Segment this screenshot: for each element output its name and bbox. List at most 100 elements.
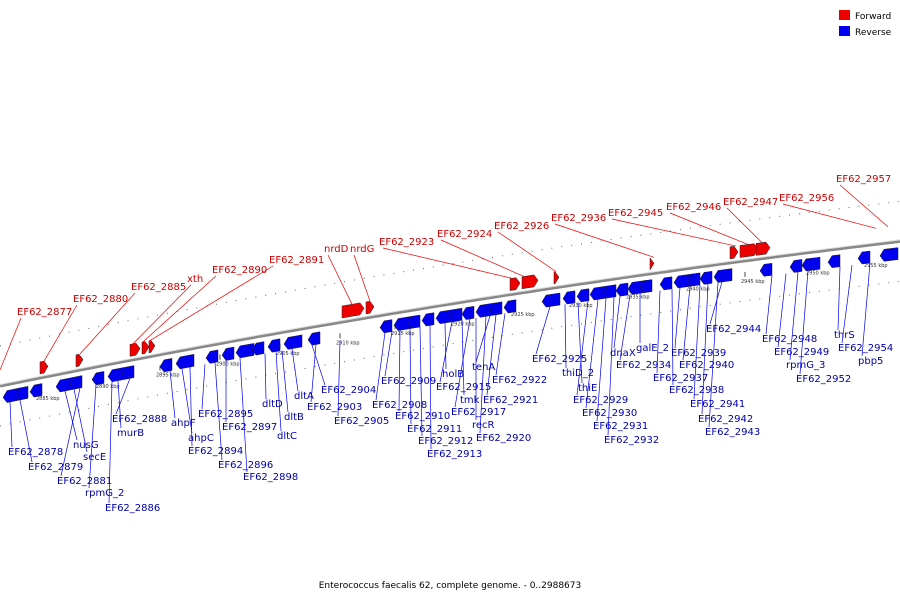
gene-arrow-reverse — [615, 282, 629, 297]
leader-line — [585, 299, 599, 409]
gene-label: EF62_2888 — [112, 414, 167, 425]
gene-label: EF62_2930 — [582, 408, 637, 419]
gene-arrow-forward — [39, 360, 49, 375]
leader-line — [479, 316, 487, 434]
gene-label: EF62_2941 — [690, 399, 745, 410]
gene-label: EF62_2934 — [616, 360, 671, 371]
leader-line — [115, 378, 131, 415]
leader-line — [311, 345, 326, 386]
gene-arrow-reverse — [69, 375, 83, 390]
leader-line — [9, 401, 13, 448]
leader-line — [382, 247, 513, 279]
gene-arrow-reverse — [713, 268, 733, 283]
leader-line — [181, 368, 193, 434]
legend-label-forward: Forward — [855, 12, 891, 22]
gene-label: EF62_2903 — [307, 402, 362, 413]
leader-line — [19, 399, 33, 463]
gene-arrow-reverse — [283, 334, 303, 350]
leader-line — [576, 300, 589, 396]
gene-label: thiE — [578, 383, 597, 394]
leader-line — [0, 317, 22, 371]
gene-label: dnaX — [610, 348, 636, 359]
gene-label: dltC — [277, 431, 297, 442]
leader-line — [554, 223, 655, 258]
forward-track — [0, 200, 900, 347]
caption: Enterococcus faecalis 62, complete genom… — [319, 581, 582, 591]
gene-label: EF62_2925 — [532, 354, 587, 365]
legend-swatch-forward — [839, 10, 850, 20]
leader-line — [149, 265, 274, 341]
gene-label: EF62_2940 — [679, 360, 734, 371]
gene-label: EF62_2911 — [407, 424, 462, 435]
gene-arrow-reverse — [421, 312, 435, 327]
gene-label: EF62_2905 — [334, 416, 389, 427]
backbone — [0, 200, 900, 427]
gene-label: EF62_2932 — [604, 435, 659, 446]
tick-label: 2925 kbp — [511, 312, 535, 318]
gene-label: ahpC — [188, 433, 214, 444]
leader-line — [201, 364, 206, 410]
gene-label: EF62_2904 — [321, 385, 376, 396]
gene-label: EF62_2938 — [669, 385, 724, 396]
leader-line — [682, 286, 691, 361]
gene-arrow-reverse — [759, 263, 773, 277]
legend: Forward Reverse — [839, 10, 892, 38]
gene-arrow-reverse — [307, 331, 321, 346]
tick-label: 2895 kbp — [156, 373, 180, 379]
leader-line — [214, 362, 223, 461]
gene-label: EF62_2936 — [551, 213, 606, 224]
gene-label: nrdG — [350, 244, 374, 255]
leader-line — [726, 207, 763, 243]
leader-line — [475, 315, 491, 363]
leader-line — [327, 254, 353, 305]
gene-label: EF62_2954 — [838, 343, 893, 354]
leader-line — [384, 331, 393, 377]
gene-label: EF62_2880 — [73, 294, 128, 305]
gene-label: xth — [187, 274, 203, 285]
leader-line — [454, 318, 471, 408]
leader-line — [60, 387, 81, 477]
tick-label: 2945 kbp — [741, 279, 765, 285]
genes — [2, 241, 899, 403]
tick-label: 2930 kbp — [569, 303, 593, 309]
gene-arrow-reverse — [857, 250, 871, 265]
gene-arrow-reverse — [251, 341, 265, 356]
leader-line — [275, 351, 282, 432]
leader-line — [839, 184, 889, 228]
gene-label: EF62_2898 — [243, 472, 298, 483]
gene-label: EF62_2922 — [492, 375, 547, 386]
gene-arrow-reverse — [159, 358, 173, 373]
gene-label: EF62_2878 — [8, 447, 63, 458]
gene-arrow-reverse — [687, 272, 701, 287]
gene-label: EF62_2939 — [671, 348, 726, 359]
leader-line — [611, 218, 737, 247]
gene-label: EF62_2944 — [706, 324, 761, 335]
gene-label: pbp5 — [858, 356, 883, 367]
gene-arrow-reverse — [221, 346, 235, 361]
leader-line — [439, 321, 453, 383]
leader-line — [429, 325, 432, 450]
gene-arrow-forward — [341, 302, 365, 319]
gene-label: EF62_2921 — [483, 395, 538, 406]
tick-label: 2935 kbp — [626, 295, 650, 301]
gene-label: EF62_2909 — [381, 376, 436, 387]
gene-label: EF62_2894 — [188, 446, 243, 457]
gene-label: EF62_2877 — [17, 307, 72, 318]
gene-label: EF62_2943 — [705, 427, 760, 438]
leader-line — [619, 294, 631, 361]
leader-line — [671, 288, 674, 386]
gene-arrow-forward — [509, 277, 521, 291]
gene-arrow-reverse — [489, 301, 503, 316]
gene-label: EF62_2926 — [494, 221, 549, 232]
leader-line — [782, 203, 877, 229]
gene-label: EF62_2896 — [218, 460, 273, 471]
gene-label: murB — [117, 428, 144, 439]
leader-line — [142, 275, 217, 343]
leader-line — [264, 353, 267, 400]
tick-label: 2955 kbp — [864, 263, 888, 269]
gene-label: EF62_2879 — [28, 462, 83, 473]
leader-line — [613, 296, 621, 349]
tick-label: 2920 kbp — [451, 321, 475, 327]
leader-line — [291, 348, 299, 392]
backbone-highlight — [0, 239, 900, 385]
